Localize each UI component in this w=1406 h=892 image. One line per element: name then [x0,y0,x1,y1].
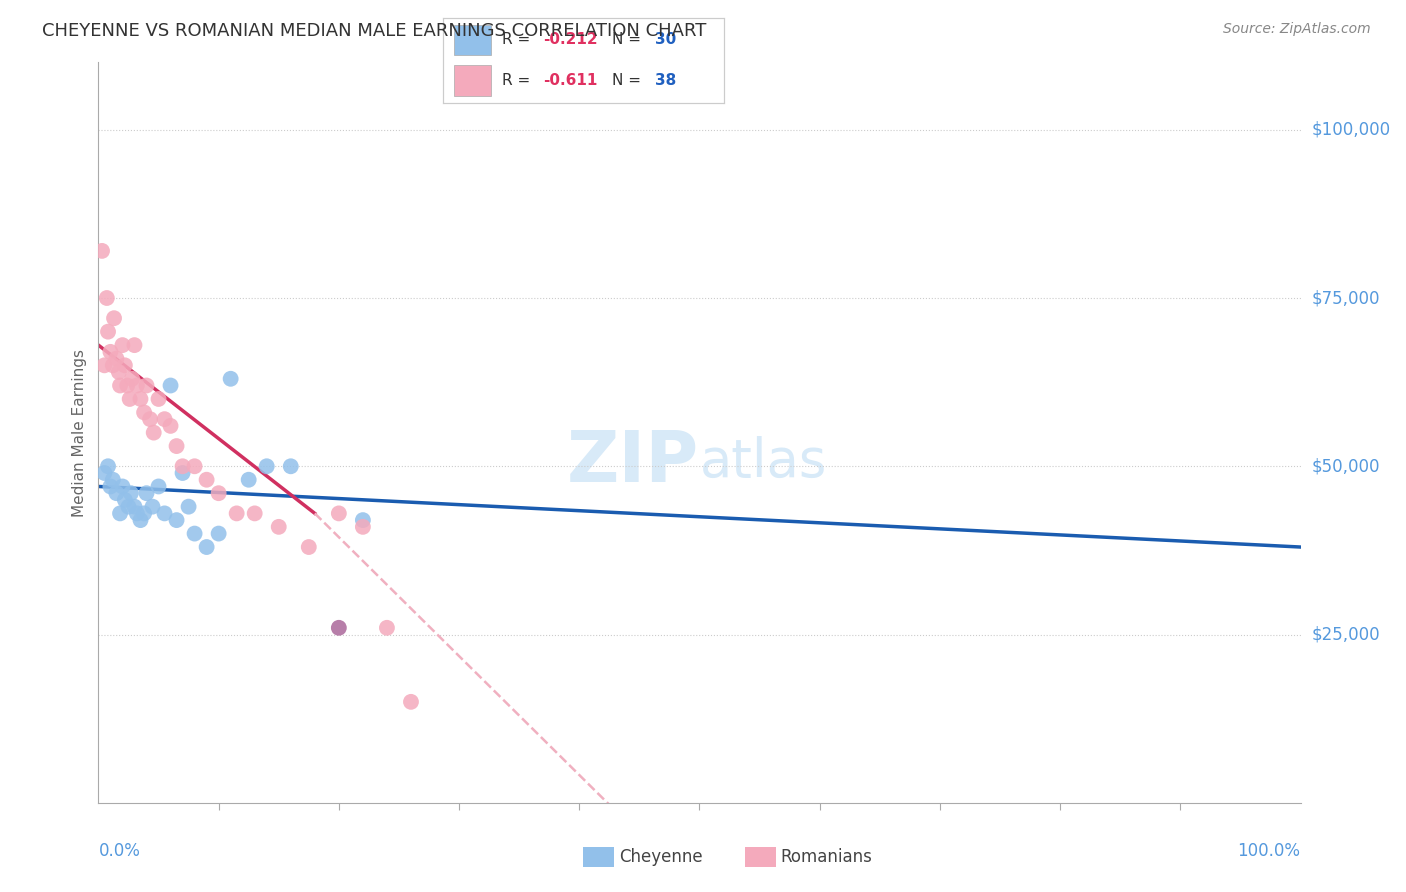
Point [111,338,134,352]
Point [172,466,194,480]
Point [153,412,176,426]
Point [208,526,231,541]
Text: Cheyenne: Cheyenne [619,848,702,866]
Text: N =: N = [612,32,645,47]
Point [159,418,181,433]
Text: 100.0%: 100.0% [1237,842,1301,860]
Text: $100,000: $100,000 [1312,120,1391,139]
Point [141,500,163,514]
Point [219,372,242,386]
Point [375,621,398,635]
Text: $75,000: $75,000 [1312,289,1381,307]
Point [177,500,200,514]
Text: Source: ZipAtlas.com: Source: ZipAtlas.com [1223,22,1371,37]
FancyBboxPatch shape [454,65,491,95]
Text: $50,000: $50,000 [1312,458,1381,475]
Point [225,507,247,521]
Point [129,513,152,527]
Point [352,513,374,527]
Point [124,338,146,352]
Point [298,540,321,554]
Point [108,507,131,521]
Point [132,507,155,521]
Point [135,486,157,500]
Point [267,520,290,534]
Point [91,244,114,258]
Point [148,479,170,493]
Point [124,500,146,514]
Point [114,359,136,373]
Text: -0.212: -0.212 [543,32,598,47]
Point [111,479,134,493]
FancyBboxPatch shape [454,25,491,55]
Point [125,378,148,392]
Point [135,378,157,392]
Point [280,459,302,474]
Point [238,473,260,487]
Point [183,459,205,474]
Point [159,378,181,392]
Point [101,359,124,373]
Point [114,492,136,507]
Point [172,459,194,474]
Point [103,311,125,326]
Point [108,365,131,379]
Y-axis label: Median Male Earnings: Median Male Earnings [72,349,87,516]
Point [183,526,205,541]
Text: atlas: atlas [699,436,827,488]
Point [101,473,124,487]
Point [97,459,120,474]
Point [118,392,141,406]
Point [166,513,188,527]
Point [352,520,374,534]
Point [125,507,148,521]
Point [148,392,170,406]
Point [328,507,350,521]
Point [256,459,278,474]
Point [100,479,122,493]
Point [399,695,422,709]
Point [93,466,115,480]
Point [195,540,218,554]
Point [121,372,143,386]
Point [132,405,155,419]
Point [93,359,115,373]
Point [208,486,231,500]
Point [120,486,142,500]
Text: R =: R = [502,73,536,88]
Point [142,425,165,440]
Text: -0.611: -0.611 [543,73,598,88]
Point [108,378,131,392]
Point [96,291,118,305]
Point [129,392,152,406]
Point [166,439,188,453]
Text: 30: 30 [655,32,676,47]
Point [105,351,128,366]
Point [117,378,139,392]
Text: CHEYENNE VS ROMANIAN MEDIAN MALE EARNINGS CORRELATION CHART: CHEYENNE VS ROMANIAN MEDIAN MALE EARNING… [42,22,707,40]
Point [195,473,218,487]
Text: R =: R = [502,32,536,47]
Text: 0.0%: 0.0% [98,842,141,860]
Text: ZIP: ZIP [567,428,699,497]
Point [153,507,176,521]
Point [328,621,350,635]
Point [139,412,162,426]
Point [117,500,139,514]
Point [105,486,128,500]
Text: 38: 38 [655,73,676,88]
Text: $25,000: $25,000 [1312,625,1381,643]
Text: Romanians: Romanians [780,848,872,866]
Point [100,344,122,359]
Text: N =: N = [612,73,645,88]
Point [97,325,120,339]
Point [243,507,266,521]
